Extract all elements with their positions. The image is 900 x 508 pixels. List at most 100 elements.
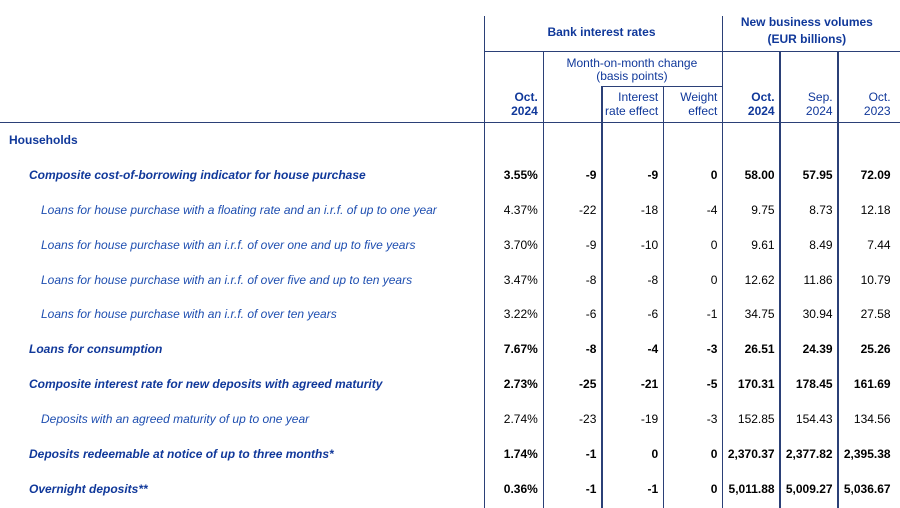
- cell-weight-effect: 0: [710, 237, 718, 252]
- row-label: Loans for house purchase with an i.r.f. …: [41, 272, 413, 287]
- cell-vol-oct-2023: 12.18: [860, 202, 891, 217]
- cell-mom-change: -25: [579, 377, 597, 392]
- row-label: Overnight deposits**: [29, 481, 148, 496]
- bank-interest-rates-header: Bank interest rates: [547, 24, 656, 39]
- cell-interest-rate-effect: 0: [651, 446, 659, 461]
- cell-vol-oct-2024: 9.61: [751, 237, 775, 252]
- table-row: Deposits with an agreed maturity of up t…: [0, 402, 900, 437]
- cell-rate: 1.74%: [503, 446, 538, 461]
- cell-vol-sep-2024: 178.45: [795, 377, 833, 392]
- cell-vol-sep-2024: 24.39: [802, 342, 833, 357]
- cell-weight-effect: -1: [706, 307, 718, 322]
- column-header-volume-oct-2024-line2: 2024: [747, 104, 775, 119]
- column-header-volume-oct-2024-line1: Oct.: [751, 90, 775, 105]
- cell-vol-sep-2024: 2,377.82: [785, 446, 833, 461]
- cell-vol-sep-2024: 8.49: [809, 237, 833, 252]
- cell-weight-effect: 0: [710, 446, 718, 461]
- cell-mom-change: -9: [585, 237, 597, 252]
- cell-vol-sep-2024: 5,009.27: [785, 481, 833, 496]
- vline-mom-interest-effect: [601, 86, 603, 508]
- table-row: Loans for house purchase with an i.r.f. …: [0, 263, 900, 298]
- table-row: Composite interest rate for new deposits…: [0, 367, 900, 402]
- cell-vol-oct-2024: 58.00: [744, 168, 775, 183]
- table-row: Loans for consumption 7.67% -8 -4 -3 26.…: [0, 332, 900, 367]
- cell-vol-oct-2024: 12.62: [744, 272, 775, 287]
- row-label: Deposits with an agreed maturity of up t…: [41, 411, 310, 426]
- hline-above-effect-headers: [601, 85, 724, 88]
- cell-vol-oct-2023: 161.69: [853, 377, 891, 392]
- column-header-rate-line2: 2024: [511, 104, 538, 119]
- cell-mom-change: -1: [585, 481, 597, 496]
- column-header-weight-effect: Weight effect: [664, 91, 717, 119]
- column-header-rate-oct-2024: Oct. 2024: [486, 91, 538, 119]
- cell-rate: 3.47%: [503, 272, 538, 287]
- cell-rate: 7.67%: [503, 342, 538, 357]
- column-header-weight-effect-line1: Weight: [680, 90, 718, 105]
- column-header-volume-oct-2024: Oct. 2024: [723, 90, 775, 119]
- table-row: Deposits redeemable at notice of up to t…: [0, 437, 900, 472]
- cell-interest-rate-effect: -10: [640, 237, 659, 252]
- cell-vol-oct-2024: 152.85: [737, 411, 775, 426]
- cell-vol-oct-2024: 5,011.88: [728, 481, 775, 496]
- cell-interest-rate-effect: -4: [647, 342, 659, 357]
- cell-vol-sep-2024: [781, 123, 833, 158]
- cell-mom-change: [544, 123, 596, 158]
- cell-vol-oct-2024: 9.75: [751, 202, 775, 217]
- hline-header-bottom: [0, 121, 900, 124]
- cell-vol-oct-2024: [723, 123, 774, 158]
- row-label: Deposits redeemable at notice of up to t…: [29, 446, 334, 461]
- cell-weight-effect: 0: [710, 168, 718, 183]
- column-header-rate-line1: Oct.: [514, 90, 538, 105]
- cell-mom-change: -6: [585, 307, 597, 322]
- table-row: Composite cost-of-borrowing indicator fo…: [0, 158, 900, 193]
- cell-mom-change: -1: [585, 446, 597, 461]
- cell-rate: 0.36%: [503, 481, 538, 496]
- cell-vol-sep-2024: 30.94: [802, 307, 833, 322]
- cell-weight-effect: -4: [706, 202, 718, 217]
- cell-vol-oct-2023: 10.79: [860, 272, 891, 287]
- hline-under-group-headers: [484, 50, 900, 52]
- vline-vol-oct-sep: [779, 51, 781, 508]
- cell-mom-change: -22: [579, 202, 597, 217]
- cell-rate: 4.37%: [503, 202, 538, 217]
- month-on-month-change-line2: (basis points): [596, 68, 668, 83]
- cell-vol-sep-2024: 154.43: [795, 411, 833, 426]
- cell-vol-sep-2024: 57.95: [802, 168, 833, 183]
- month-on-month-change-header: Month-on-month change (basis points): [543, 56, 721, 83]
- cell-vol-oct-2023: 2,395.38: [843, 446, 891, 461]
- cell-mom-change: -8: [585, 272, 597, 287]
- new-business-volumes-line1: New business volumes: [740, 15, 873, 29]
- column-header-volume-sep-2024-line2: 2024: [805, 104, 833, 119]
- cell-interest-rate-effect: -8: [647, 272, 659, 287]
- cell-interest-rate-effect: -1: [647, 481, 659, 496]
- row-label: Loans for house purchase with an i.r.f. …: [41, 307, 337, 322]
- cell-vol-oct-2023: 134.56: [853, 411, 891, 426]
- column-header-weight-effect-line2: effect: [688, 104, 718, 119]
- cell-mom-change: -9: [585, 168, 597, 183]
- row-label: Loans for house purchase with a floating…: [41, 202, 437, 217]
- vline-interest-weight-effect: [662, 86, 664, 508]
- new-business-volumes-line2: (EUR billions): [767, 32, 847, 47]
- cell-interest-rate-effect: -18: [640, 202, 659, 217]
- column-header-interest-rate-effect-line2: rate effect: [605, 104, 659, 119]
- table-row: Loans for house purchase with an i.r.f. …: [0, 228, 900, 263]
- table-row: Loans for house purchase with an i.r.f. …: [0, 297, 900, 332]
- cell-vol-oct-2024: 170.31: [737, 377, 775, 392]
- cell-vol-oct-2024: 26.51: [744, 342, 775, 357]
- cell-weight-effect: 0: [710, 481, 718, 496]
- cell-mom-change: -23: [579, 411, 597, 426]
- cell-weight-effect: 0: [710, 272, 718, 287]
- table-row: Overnight deposits** 0.36% -1 -1 0 5,011…: [0, 472, 900, 507]
- row-label: Composite interest rate for new deposits…: [29, 377, 383, 392]
- cell-mom-change: -8: [585, 342, 597, 357]
- cell-vol-oct-2023: 5,036.67: [843, 481, 891, 496]
- cell-vol-oct-2023: [839, 123, 891, 158]
- cell-vol-sep-2024: 11.86: [803, 272, 833, 287]
- column-header-interest-rate-effect: Interest rate effect: [603, 91, 658, 119]
- cell-vol-oct-2023: 27.58: [860, 307, 891, 322]
- cell-rate: 3.55%: [503, 168, 538, 183]
- cell-vol-oct-2023: 25.26: [860, 342, 891, 357]
- table-row: Loans for house purchase with a floating…: [0, 193, 900, 228]
- cell-vol-sep-2024: 8.73: [809, 202, 833, 217]
- row-label: Loans for consumption: [29, 342, 163, 357]
